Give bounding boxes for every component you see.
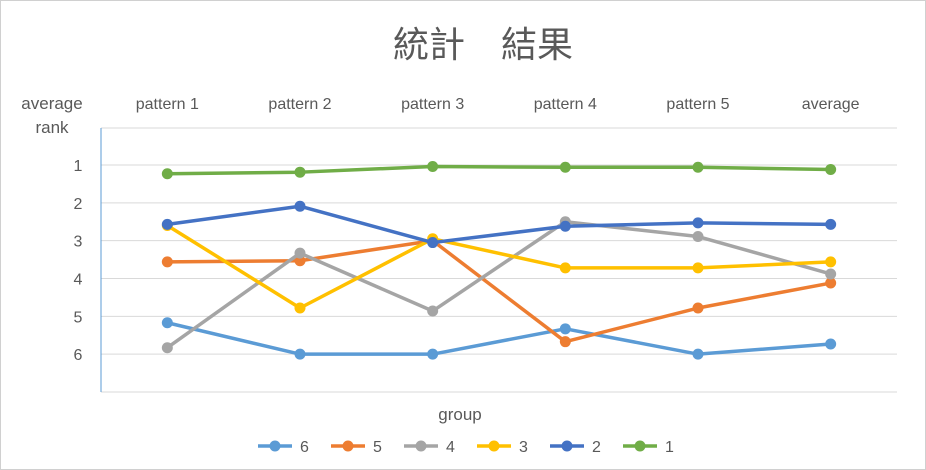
data-point bbox=[161, 342, 173, 354]
legend: 6 5 4 3 2 1 bbox=[258, 439, 674, 456]
data-point bbox=[825, 164, 837, 176]
data-point bbox=[161, 218, 173, 230]
data-point bbox=[427, 305, 439, 317]
legend-swatch-marker bbox=[488, 440, 500, 452]
legend-label: 1 bbox=[665, 439, 674, 456]
data-point bbox=[294, 302, 306, 314]
x-tick-label: pattern 1 bbox=[136, 96, 199, 113]
data-point bbox=[825, 218, 837, 230]
y-axis-label-line-1: average bbox=[21, 94, 82, 113]
data-point bbox=[692, 217, 704, 229]
series-line bbox=[167, 164, 831, 176]
series-line bbox=[167, 238, 831, 344]
y-tick-label: 5 bbox=[74, 309, 83, 326]
data-point bbox=[559, 262, 571, 274]
y-tick-label: 2 bbox=[74, 196, 83, 213]
data-point bbox=[294, 247, 306, 259]
legend-swatch-marker bbox=[342, 440, 354, 452]
data-point bbox=[825, 268, 837, 280]
series-line bbox=[166, 321, 831, 356]
data-point bbox=[294, 166, 306, 178]
data-point bbox=[294, 200, 306, 212]
gridlines: 1 2 3 4 5 6 pattern 1 pattern 2 pattern 3 pattern… bbox=[74, 96, 897, 393]
data-point bbox=[427, 348, 439, 360]
x-tick-label: pattern 5 bbox=[666, 96, 729, 113]
legend-label: 2 bbox=[592, 439, 601, 456]
series-layer bbox=[161, 161, 837, 360]
x-tick-label: pattern 2 bbox=[268, 96, 331, 113]
data-point bbox=[692, 348, 704, 360]
legend-label: 5 bbox=[373, 439, 382, 456]
data-point bbox=[692, 161, 704, 173]
legend-item: 3 bbox=[477, 439, 528, 456]
data-point bbox=[294, 255, 306, 267]
legend-label: 4 bbox=[446, 439, 455, 456]
legend-swatch-marker bbox=[561, 440, 573, 452]
x-tick-label: average bbox=[802, 96, 860, 113]
data-point bbox=[559, 161, 571, 173]
x-axis-label: group bbox=[438, 405, 481, 424]
data-point bbox=[559, 336, 571, 348]
y-tick-label: 6 bbox=[74, 347, 83, 364]
data-point bbox=[692, 262, 704, 274]
y-axis-label-line-2: rank bbox=[35, 118, 69, 137]
series-4 bbox=[161, 216, 837, 354]
series-1 bbox=[161, 161, 837, 180]
series-6 bbox=[161, 317, 837, 360]
legend-swatch-marker bbox=[269, 440, 281, 452]
series-line bbox=[167, 204, 831, 245]
data-point bbox=[161, 317, 173, 329]
data-point bbox=[161, 256, 173, 268]
y-tick-label: 1 bbox=[74, 158, 83, 175]
legend-label: 3 bbox=[519, 439, 528, 456]
legend-item: 1 bbox=[623, 439, 674, 456]
data-point bbox=[825, 256, 837, 268]
series-line bbox=[166, 220, 832, 350]
legend-item: 5 bbox=[331, 439, 382, 456]
x-tick-label: pattern 4 bbox=[534, 96, 597, 113]
data-point bbox=[161, 168, 173, 180]
legend-item: 4 bbox=[404, 439, 455, 456]
series-2 bbox=[161, 200, 837, 249]
data-point bbox=[692, 231, 704, 243]
data-point bbox=[825, 338, 837, 350]
legend-swatch-marker bbox=[415, 440, 427, 452]
chart-title: 統計 結果 bbox=[393, 25, 573, 66]
series-line bbox=[166, 224, 831, 310]
y-tick-label: 4 bbox=[74, 272, 83, 289]
data-point bbox=[825, 277, 837, 289]
data-point bbox=[692, 302, 704, 314]
data-point bbox=[427, 237, 439, 249]
legend-item: 6 bbox=[258, 439, 309, 456]
legend-swatch-marker bbox=[634, 440, 646, 452]
data-point bbox=[427, 161, 439, 173]
x-tick-label: pattern 3 bbox=[401, 96, 464, 113]
legend-item: 2 bbox=[550, 439, 601, 456]
data-point bbox=[559, 220, 571, 232]
y-tick-label: 3 bbox=[74, 234, 83, 251]
data-point bbox=[559, 323, 571, 335]
legend-label: 6 bbox=[300, 439, 309, 456]
data-point bbox=[294, 348, 306, 360]
